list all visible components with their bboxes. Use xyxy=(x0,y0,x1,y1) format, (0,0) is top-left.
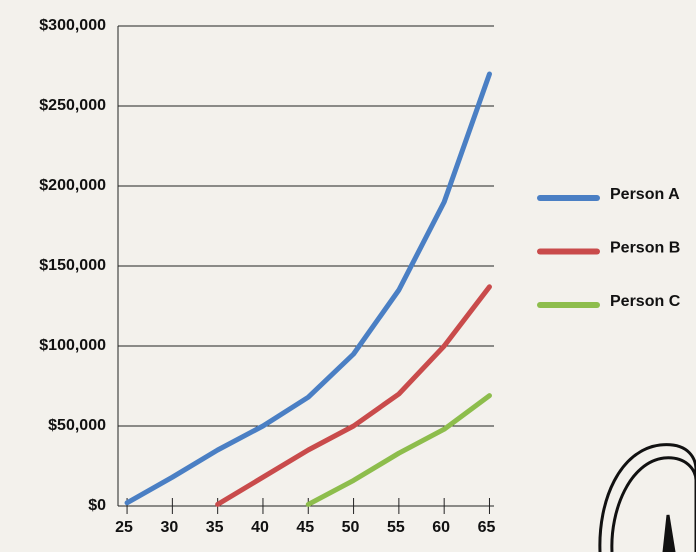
x-tick-label: 50 xyxy=(342,519,360,536)
y-tick-label: $50,000 xyxy=(48,417,106,434)
legend-label: Person B xyxy=(610,240,680,257)
x-tick-label: 35 xyxy=(206,519,224,536)
x-tick-label: 45 xyxy=(296,519,314,536)
series-line xyxy=(215,284,492,507)
x-tick-label: 65 xyxy=(478,519,496,536)
y-tick-label: $250,000 xyxy=(39,97,106,114)
x-tick-label: 25 xyxy=(115,519,133,536)
x-tick-label: 60 xyxy=(432,519,450,536)
x-tick-label: 30 xyxy=(160,519,178,536)
series-line xyxy=(124,71,492,506)
y-tick-label: $200,000 xyxy=(39,177,106,194)
y-tick-label: $300,000 xyxy=(39,17,106,34)
legend-label: Person A xyxy=(610,186,680,203)
series-line xyxy=(305,393,492,507)
x-tick-label: 55 xyxy=(387,519,405,536)
y-tick-label: $150,000 xyxy=(39,257,106,274)
decoration xyxy=(598,443,696,552)
x-tick-label: 40 xyxy=(251,519,269,536)
y-tick-label: $100,000 xyxy=(39,337,106,354)
y-tick-label: $0 xyxy=(88,497,106,514)
legend-label: Person C xyxy=(610,293,681,310)
